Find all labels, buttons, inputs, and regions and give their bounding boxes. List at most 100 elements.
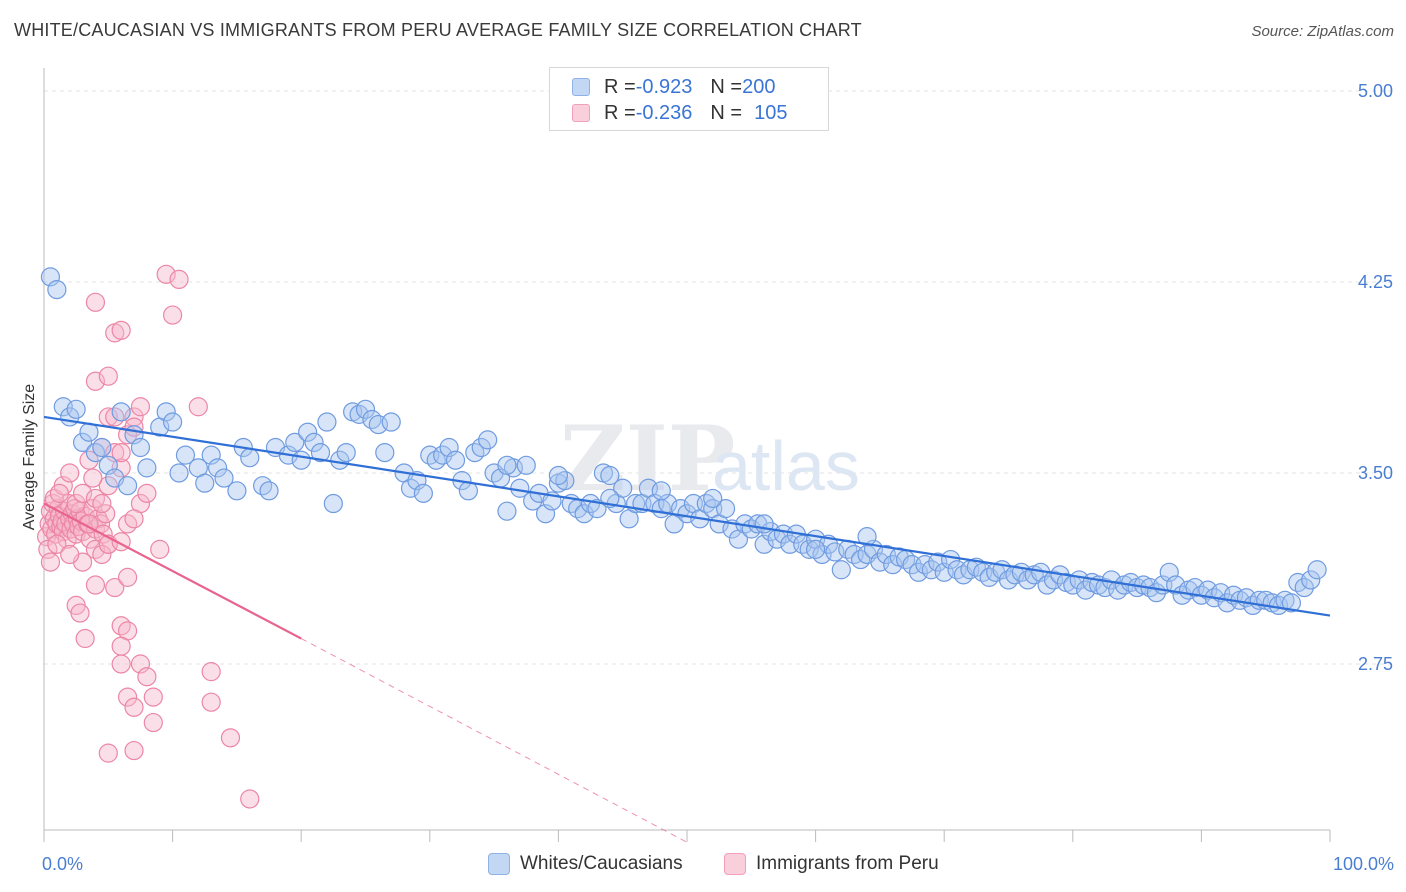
peru-point	[70, 603, 90, 623]
white-point	[793, 534, 813, 554]
bottom-legend-swatch-peru	[724, 853, 746, 875]
white-point	[600, 465, 620, 486]
white-point	[72, 432, 93, 453]
white-point	[253, 476, 273, 496]
white-point	[677, 504, 697, 524]
white-point	[703, 488, 723, 509]
peru-points	[36, 264, 260, 809]
white-point	[478, 430, 498, 450]
bottom-legend-peru: Immigrants from Peru	[724, 851, 939, 877]
peru-point	[98, 366, 118, 386]
white-point	[400, 478, 421, 498]
white-point	[381, 412, 401, 432]
peru-point	[117, 567, 138, 587]
legend-swatch-whites	[572, 78, 590, 96]
white-point	[1037, 575, 1057, 595]
peru-point	[96, 504, 116, 524]
stats-legend: R = -0.923 N = 200 R = -0.236 N = 105	[549, 67, 829, 131]
peru-point	[130, 397, 151, 417]
white-point	[117, 476, 138, 496]
peru-trend-line	[43, 502, 302, 640]
bottom-legend-swatch-whites	[488, 853, 510, 875]
white-point	[574, 504, 594, 524]
white-point	[85, 442, 106, 463]
svg-text:atlas: atlas	[712, 427, 860, 505]
y-tick-label: 2.75	[1358, 654, 1393, 674]
peru-point	[92, 493, 112, 514]
peru-point	[92, 544, 112, 565]
peru-point	[156, 264, 176, 284]
white-point	[214, 468, 234, 488]
legend-n-value: 105	[754, 101, 788, 124]
white-point	[169, 463, 189, 483]
legend-swatch-peru	[572, 104, 590, 122]
white-point	[555, 471, 575, 491]
peru-point	[49, 483, 70, 503]
white-point	[1076, 580, 1096, 600]
white-point	[362, 409, 382, 430]
white-point	[227, 481, 247, 501]
peru-point	[83, 468, 103, 488]
white-point	[426, 450, 446, 470]
white-point	[1166, 575, 1186, 595]
peru-point	[85, 575, 106, 595]
white-point	[349, 404, 369, 424]
white-point	[799, 539, 819, 559]
white-point	[715, 499, 736, 519]
peru-point	[220, 728, 241, 748]
white-point	[941, 549, 961, 570]
source-credit: Source: ZipAtlas.com	[1251, 23, 1394, 40]
peru-point	[150, 539, 170, 559]
peru-point	[137, 667, 157, 687]
white-point	[259, 481, 279, 501]
white-point	[883, 555, 903, 575]
white-point	[445, 450, 466, 470]
y-tick-labels: 2.75 3.50 4.25 5.00	[1358, 81, 1393, 674]
white-point	[375, 442, 395, 463]
legend-n-label: N =	[710, 75, 743, 98]
peru-point	[163, 305, 183, 325]
white-point	[857, 527, 877, 547]
legend-r-value: -0.923	[635, 75, 693, 98]
bottom-legend-label-peru: Immigrants from Peru	[756, 853, 939, 874]
white-point	[310, 442, 331, 463]
white-point	[465, 442, 485, 463]
white-point	[323, 493, 343, 514]
white-point	[497, 501, 517, 521]
peru-point	[240, 789, 260, 809]
white-point	[175, 445, 196, 465]
white-point	[92, 437, 112, 458]
peru-point	[85, 292, 106, 312]
legend-r-label: R =	[604, 101, 636, 124]
white-point	[805, 539, 826, 559]
white-point	[298, 422, 318, 442]
peru-point	[111, 636, 131, 656]
peru-point	[66, 493, 86, 514]
white-point	[47, 279, 67, 300]
peru-point	[80, 529, 100, 549]
legend-row-whites: R = -0.923 N = 200	[572, 74, 775, 100]
legend-r-label: R =	[604, 75, 636, 98]
white-point	[1307, 560, 1327, 580]
grid-lines	[44, 90, 1392, 665]
y-axis-label: Average Family Size	[21, 384, 38, 531]
white-point	[291, 450, 311, 470]
white-point	[111, 402, 131, 422]
white-trend-line	[43, 415, 1331, 617]
trend-lines	[43, 415, 1331, 843]
x-tick-label-min: 0.0%	[42, 854, 83, 874]
white-point	[317, 412, 337, 432]
white-point	[413, 483, 433, 503]
white-point	[195, 473, 215, 493]
white-point	[497, 455, 517, 475]
white-point	[240, 448, 260, 468]
peru-point	[201, 662, 221, 682]
peru-point	[188, 397, 208, 417]
y-tick-label: 5.00	[1358, 81, 1393, 101]
peru-point	[111, 320, 131, 340]
white-point	[336, 442, 356, 463]
y-tick-label: 4.25	[1358, 272, 1393, 292]
legend-n-value: 200	[742, 75, 776, 98]
white-point	[613, 478, 633, 498]
